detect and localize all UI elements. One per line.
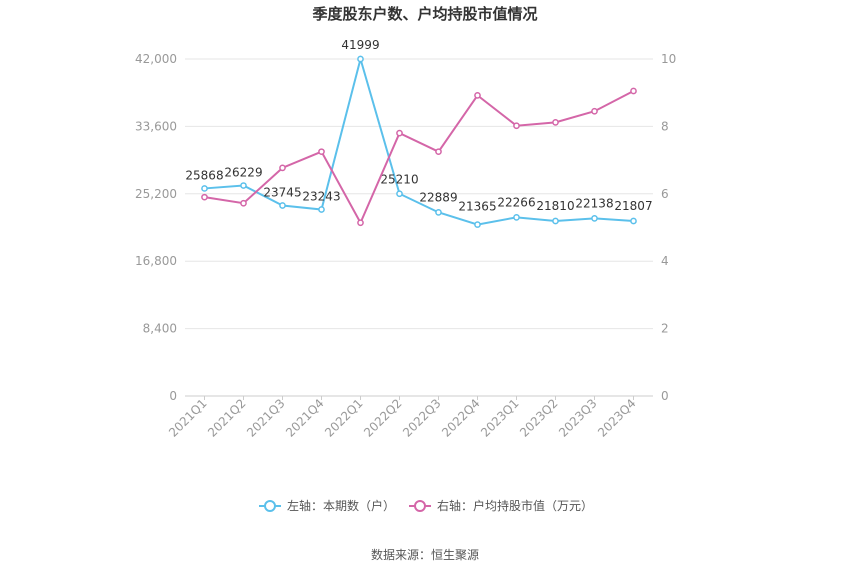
right-tick-label: 8 [661, 119, 669, 133]
x-tick-label: 2021Q2 [205, 396, 249, 440]
right-tick-label: 0 [661, 389, 669, 403]
left-tick-label: 33,600 [135, 119, 177, 133]
data-point [552, 119, 559, 126]
data-label: 25210 [380, 173, 418, 187]
x-tick-label: 2023Q3 [556, 396, 600, 440]
x-tick-label: 2022Q3 [400, 396, 444, 440]
x-tick-label: 2023Q1 [478, 396, 522, 440]
data-point [357, 219, 364, 227]
data-label: 22138 [575, 196, 613, 210]
data-label: 22889 [419, 190, 457, 204]
data-point [201, 193, 208, 201]
legend-label[interactable]: 左轴：本期数（户） [287, 498, 395, 513]
data-label: 41999 [341, 38, 379, 52]
data-point [513, 213, 520, 221]
data-point [591, 107, 598, 115]
data-point [474, 92, 481, 99]
right-tick-label: 2 [661, 322, 669, 336]
data-point [201, 185, 208, 192]
left-tick-label: 8,400 [143, 322, 177, 336]
chart-title: 季度股东户数、户均持股市值情况 [312, 5, 537, 23]
x-axis: 2021Q12021Q22021Q32021Q42022Q12022Q22022… [166, 396, 639, 440]
left-tick-label: 25,200 [135, 187, 177, 201]
legend-swatch-marker [264, 500, 276, 512]
right-tick-label: 6 [661, 187, 669, 201]
x-tick-label: 2022Q1 [322, 396, 366, 440]
data-point [240, 182, 247, 189]
data-point [435, 208, 442, 216]
data-point [513, 122, 520, 130]
x-tick-label: 2023Q2 [517, 396, 561, 440]
data-point [630, 87, 637, 95]
legend-label[interactable]: 右轴：户均持股市值（万元） [437, 498, 593, 513]
data-label: 21810 [536, 199, 574, 213]
left-tick-label: 0 [169, 389, 177, 403]
data-point [552, 217, 559, 225]
data-label: 23243 [302, 190, 340, 204]
x-tick-label: 2022Q4 [439, 396, 483, 440]
data-point [318, 206, 325, 213]
data-point [396, 129, 403, 137]
data-point [357, 55, 364, 63]
data-point [240, 199, 247, 207]
x-tick-label: 2021Q3 [244, 396, 288, 440]
right-tick-label: 4 [661, 254, 669, 268]
left-tick-label: 16,800 [135, 254, 177, 268]
series-line-0 [204, 55, 634, 226]
data-label: 21807 [614, 199, 652, 213]
left-axis: 0 8,400 16,800 25,200 33,600 42,000 [135, 52, 177, 403]
left-tick-label: 42,000 [135, 52, 177, 66]
data-source: 数据来源：恒生聚源 [371, 547, 479, 562]
data-point [630, 217, 637, 225]
data-label: 23745 [263, 185, 301, 199]
data-point [591, 215, 598, 222]
grid [185, 58, 653, 397]
series-line-1 [204, 90, 634, 226]
x-tick-label: 2022Q2 [361, 396, 405, 440]
data-point [474, 221, 481, 228]
data-point [435, 148, 442, 156]
data-point [396, 190, 403, 198]
data-label: 21365 [458, 200, 496, 214]
data-label: 26229 [224, 166, 262, 180]
data-label: 22266 [497, 195, 535, 209]
data-point [318, 148, 325, 156]
data-label: 25868 [185, 168, 223, 182]
right-tick-label: 10 [661, 52, 676, 66]
data-point [279, 164, 286, 172]
x-tick-label: 2023Q4 [595, 396, 639, 440]
legend: 左轴：本期数（户） 右轴：户均持股市值（万元） [259, 498, 593, 513]
x-tick-label: 2021Q4 [283, 396, 327, 440]
legend-swatch-marker [414, 500, 426, 512]
data-point [279, 202, 286, 209]
right-axis: 0 2 4 6 8 10 [661, 52, 676, 403]
